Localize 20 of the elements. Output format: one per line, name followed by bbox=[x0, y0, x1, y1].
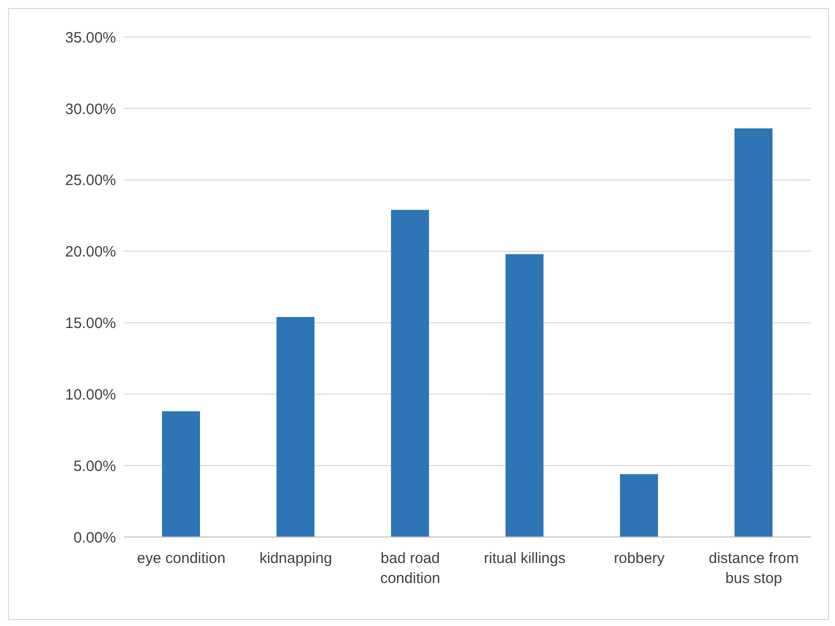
y-tick-label: 15.00% bbox=[65, 315, 116, 332]
y-tick-label: 5.00% bbox=[73, 458, 116, 475]
x-tick-label: bad road condition bbox=[380, 550, 440, 587]
bar bbox=[276, 317, 314, 537]
x-tick-label: distance from bus stop bbox=[708, 550, 799, 587]
x-tick-label: ritual killings bbox=[484, 550, 566, 567]
bar bbox=[620, 474, 658, 537]
bar bbox=[162, 411, 200, 537]
x-tick-label: eye condition bbox=[137, 550, 226, 567]
y-tick-label: 10.00% bbox=[65, 386, 116, 404]
x-tick-label: kidnapping bbox=[259, 550, 332, 567]
y-tick-label: 20.00% bbox=[65, 244, 116, 261]
y-tick-label: 0.00% bbox=[73, 529, 116, 546]
bar bbox=[506, 254, 544, 537]
bar bbox=[391, 210, 429, 537]
y-tick-label: 30.00% bbox=[65, 100, 116, 118]
x-tick-label: robbery bbox=[614, 550, 666, 567]
y-tick-label: 35.00% bbox=[65, 29, 116, 46]
y-tick-label: 25.00% bbox=[65, 172, 116, 190]
bar bbox=[734, 128, 772, 537]
